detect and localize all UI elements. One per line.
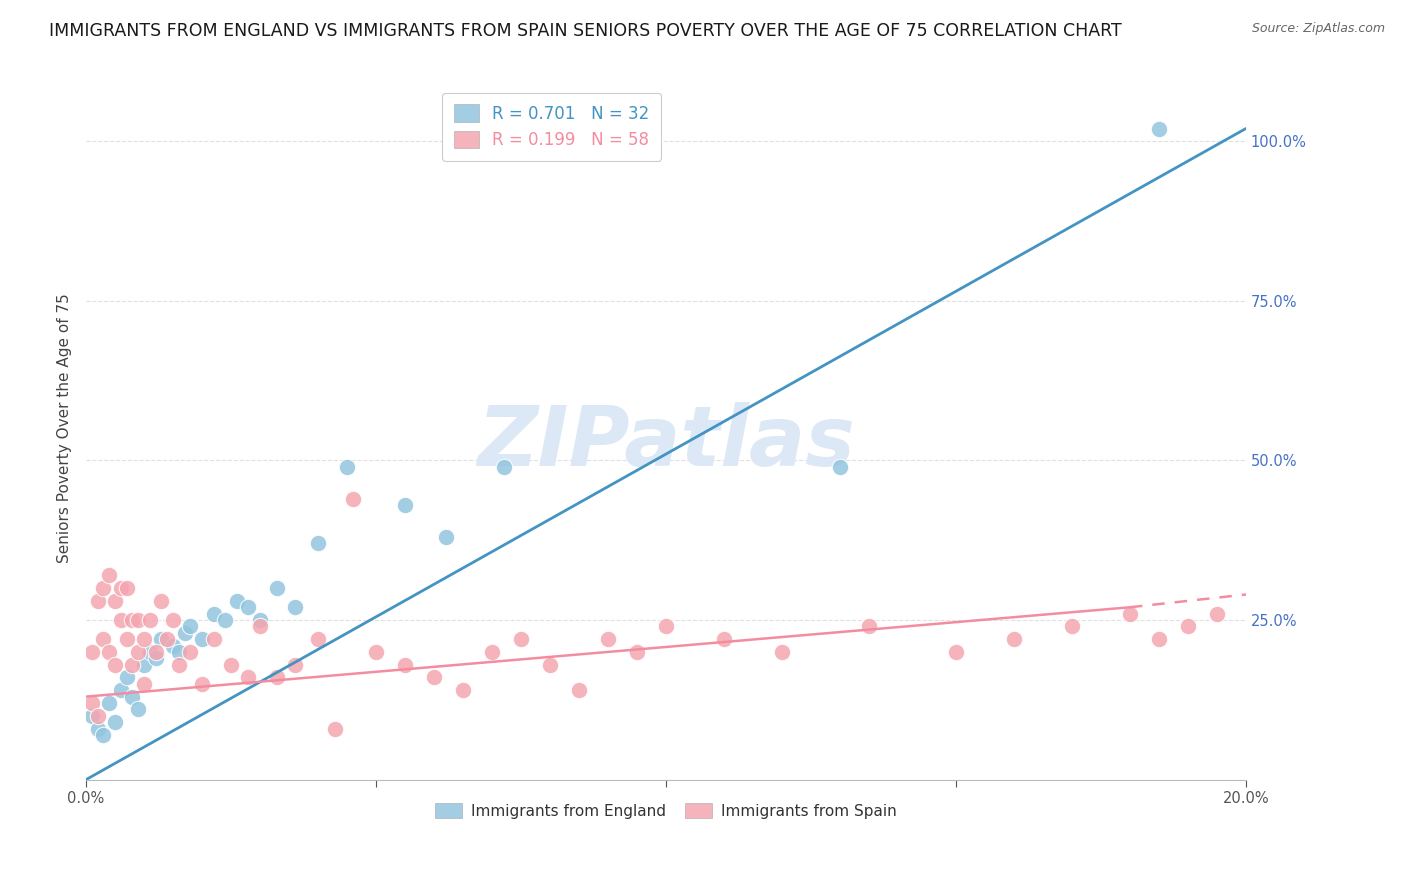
Point	[423, 670, 446, 684]
Point	[451, 683, 474, 698]
Point	[93, 632, 115, 647]
Point	[266, 581, 288, 595]
Y-axis label: Seniors Poverty Over the Age of 75: Seniors Poverty Over the Age of 75	[58, 293, 72, 564]
Point	[162, 639, 184, 653]
Point	[191, 677, 214, 691]
Point	[538, 657, 561, 672]
Point	[284, 657, 307, 672]
Point	[110, 683, 132, 698]
Point	[93, 728, 115, 742]
Point	[98, 568, 121, 582]
Point	[139, 613, 162, 627]
Point	[145, 651, 167, 665]
Point	[179, 619, 201, 633]
Point	[104, 594, 127, 608]
Point	[492, 459, 515, 474]
Point	[307, 632, 329, 647]
Text: IMMIGRANTS FROM ENGLAND VS IMMIGRANTS FROM SPAIN SENIORS POVERTY OVER THE AGE OF: IMMIGRANTS FROM ENGLAND VS IMMIGRANTS FR…	[49, 22, 1122, 40]
Point	[98, 696, 121, 710]
Point	[98, 645, 121, 659]
Point	[481, 645, 503, 659]
Point	[132, 657, 155, 672]
Point	[104, 657, 127, 672]
Point	[145, 645, 167, 659]
Point	[1147, 632, 1170, 647]
Point	[1002, 632, 1025, 647]
Point	[139, 645, 162, 659]
Point	[80, 696, 103, 710]
Point	[568, 683, 591, 698]
Point	[596, 632, 619, 647]
Point	[156, 632, 179, 647]
Point	[202, 607, 225, 621]
Point	[86, 708, 108, 723]
Text: Source: ZipAtlas.com: Source: ZipAtlas.com	[1251, 22, 1385, 36]
Point	[110, 613, 132, 627]
Point	[202, 632, 225, 647]
Point	[167, 645, 190, 659]
Point	[1119, 607, 1142, 621]
Point	[713, 632, 735, 647]
Point	[173, 625, 195, 640]
Point	[655, 619, 678, 633]
Point	[167, 657, 190, 672]
Point	[80, 645, 103, 659]
Point	[307, 536, 329, 550]
Point	[93, 581, 115, 595]
Point	[266, 670, 288, 684]
Point	[325, 722, 347, 736]
Point	[150, 594, 173, 608]
Point	[238, 600, 260, 615]
Text: ZIPatlas: ZIPatlas	[477, 402, 855, 483]
Point	[394, 657, 416, 672]
Point	[249, 619, 271, 633]
Point	[626, 645, 648, 659]
Point	[434, 530, 457, 544]
Point	[394, 498, 416, 512]
Point	[115, 581, 138, 595]
Point	[219, 657, 242, 672]
Point	[127, 645, 149, 659]
Point	[86, 722, 108, 736]
Point	[127, 613, 149, 627]
Point	[828, 459, 851, 474]
Point	[121, 690, 143, 704]
Point	[364, 645, 387, 659]
Point	[770, 645, 793, 659]
Point	[1060, 619, 1083, 633]
Point	[115, 632, 138, 647]
Point	[214, 613, 236, 627]
Point	[121, 657, 143, 672]
Point	[132, 632, 155, 647]
Point	[104, 715, 127, 730]
Point	[127, 702, 149, 716]
Point	[86, 594, 108, 608]
Point	[150, 632, 173, 647]
Legend: Immigrants from England, Immigrants from Spain: Immigrants from England, Immigrants from…	[429, 797, 903, 824]
Point	[945, 645, 967, 659]
Point	[858, 619, 880, 633]
Point	[132, 677, 155, 691]
Point	[1147, 121, 1170, 136]
Point	[336, 459, 359, 474]
Point	[249, 613, 271, 627]
Point	[225, 594, 247, 608]
Point	[1177, 619, 1199, 633]
Point	[115, 670, 138, 684]
Point	[179, 645, 201, 659]
Point	[121, 613, 143, 627]
Point	[110, 581, 132, 595]
Point	[238, 670, 260, 684]
Point	[1206, 607, 1229, 621]
Point	[342, 491, 364, 506]
Point	[284, 600, 307, 615]
Point	[510, 632, 533, 647]
Point	[162, 613, 184, 627]
Point	[191, 632, 214, 647]
Point	[80, 708, 103, 723]
